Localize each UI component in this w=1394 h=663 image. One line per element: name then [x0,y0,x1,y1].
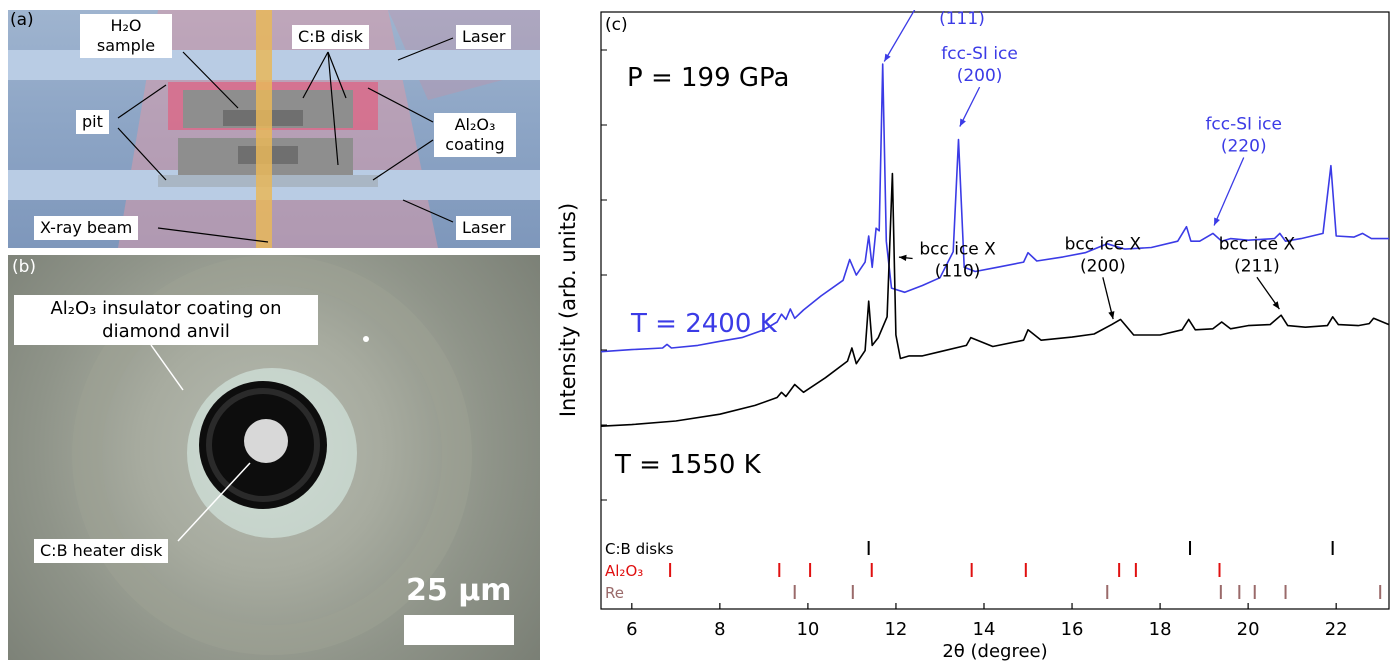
xray-beam [256,10,272,248]
reference-label: Re [605,584,624,602]
x-tick-label: 22 [1325,619,1348,640]
plot-frame [600,11,1390,610]
cell-schematic [8,10,540,248]
x-tick-label: 8 [714,619,725,640]
series-line [600,172,1390,427]
xray-beam-callout: X-ray beam [34,216,139,240]
peak-label-name: bcc ice X [1219,234,1296,254]
peak-label-index: (111) [939,10,985,29]
insulator-callout: Al₂O₃ insulator coating on diamond anvil [14,295,318,345]
peak-label-name: fcc-SI ice [941,44,1018,64]
peak-label-index: (200) [1080,256,1126,276]
x-tick-label: 18 [1149,619,1172,640]
xrd-chart: 6 8 10 12 14 16 18 20 22 fcc-SI ice (111) fcc-SI i… [556,10,1390,662]
reference-label: Al₂O₃ [605,562,643,580]
t-high-label: T = 2400 K [630,309,778,339]
heater-disk-callout: C:B heater disk [34,539,169,563]
cb-disk-callout: C:B disk [292,25,369,49]
x-tick-label: 14 [973,619,996,640]
peak-label-name: fcc-SI ice [1205,114,1282,134]
pit-callout: pit [76,110,109,134]
peak-arrow [883,10,916,62]
y-axis-label: Intensity (arb. units) [556,203,580,417]
peak-arrowhead [884,53,891,62]
reference-label: C:B disks [605,540,674,558]
laser-bottom-callout: Laser [456,216,512,240]
chart-series [600,63,1390,427]
series-line [600,63,1389,353]
panel-c-label: (c) [605,15,628,35]
peak-label-index: (220) [1221,136,1267,156]
peak-arrowhead [1272,301,1280,310]
x-axis-ticks: 6 8 10 12 14 16 18 20 22 [626,603,1348,640]
panel-c-xrd-chart: 6 8 10 12 14 16 18 20 22 fcc-SI ice (111) fcc-SI i… [545,10,1394,663]
peak-label-name: bcc ice X [1065,234,1142,254]
reference-markers: C:B disks Al₂O₃ Re [605,540,1382,602]
t-low-label: T = 1550 K [614,450,762,480]
peak-annotations: fcc-SI ice(111)fcc-SI ice(200)fcc-SI ice… [883,10,1296,320]
bright-speck [363,336,369,342]
peak-label-index: (110) [935,262,981,282]
anvil-culet-ring [72,255,472,655]
peak-label-index: (200) [957,66,1003,86]
x-axis-label: 2θ (degree) [942,641,1047,662]
peak-label-name: bcc ice X [919,240,996,260]
x-tick-label: 20 [1237,619,1260,640]
x-tick-label: 12 [884,619,907,640]
micrograph [72,255,514,655]
x-tick-label: 10 [796,619,819,640]
callout-arrows [117,37,454,243]
x-tick-label: 6 [626,619,637,640]
panel-b-label: (b) [12,257,37,277]
insulator-pointer [150,344,184,391]
peak-arrowhead [1108,311,1115,320]
pressure-label: P = 199 GPa [627,63,789,93]
panel-a-schematic: (a) H₂O sample C:B disk Laser pit Al₂O₃ … [8,10,540,248]
x-tick-label: 16 [1061,619,1084,640]
pit-inner-ring [206,388,320,502]
h2o-sample-callout: H₂O sample [80,14,172,58]
y-axis-ticks [601,49,607,501]
peak-label-index: (211) [1234,256,1280,276]
scale-bar [404,615,514,645]
peak-arrowhead [959,118,966,127]
heater-disk-center [244,419,288,463]
laser-top-callout: Laser [456,25,512,49]
panel-b-micrograph: (b) Al₂O₃ insulator coating on diamond a… [8,255,540,660]
scale-bar-label: 25 μm [406,573,512,608]
peak-arrow [1213,157,1245,226]
panel-a-label: (a) [10,10,34,30]
heater-pointer [177,462,251,542]
peak-arrowhead [898,254,907,261]
al2o3-coating-callout: Al₂O₃ coating [434,113,516,157]
peak-arrowhead [1214,217,1220,226]
